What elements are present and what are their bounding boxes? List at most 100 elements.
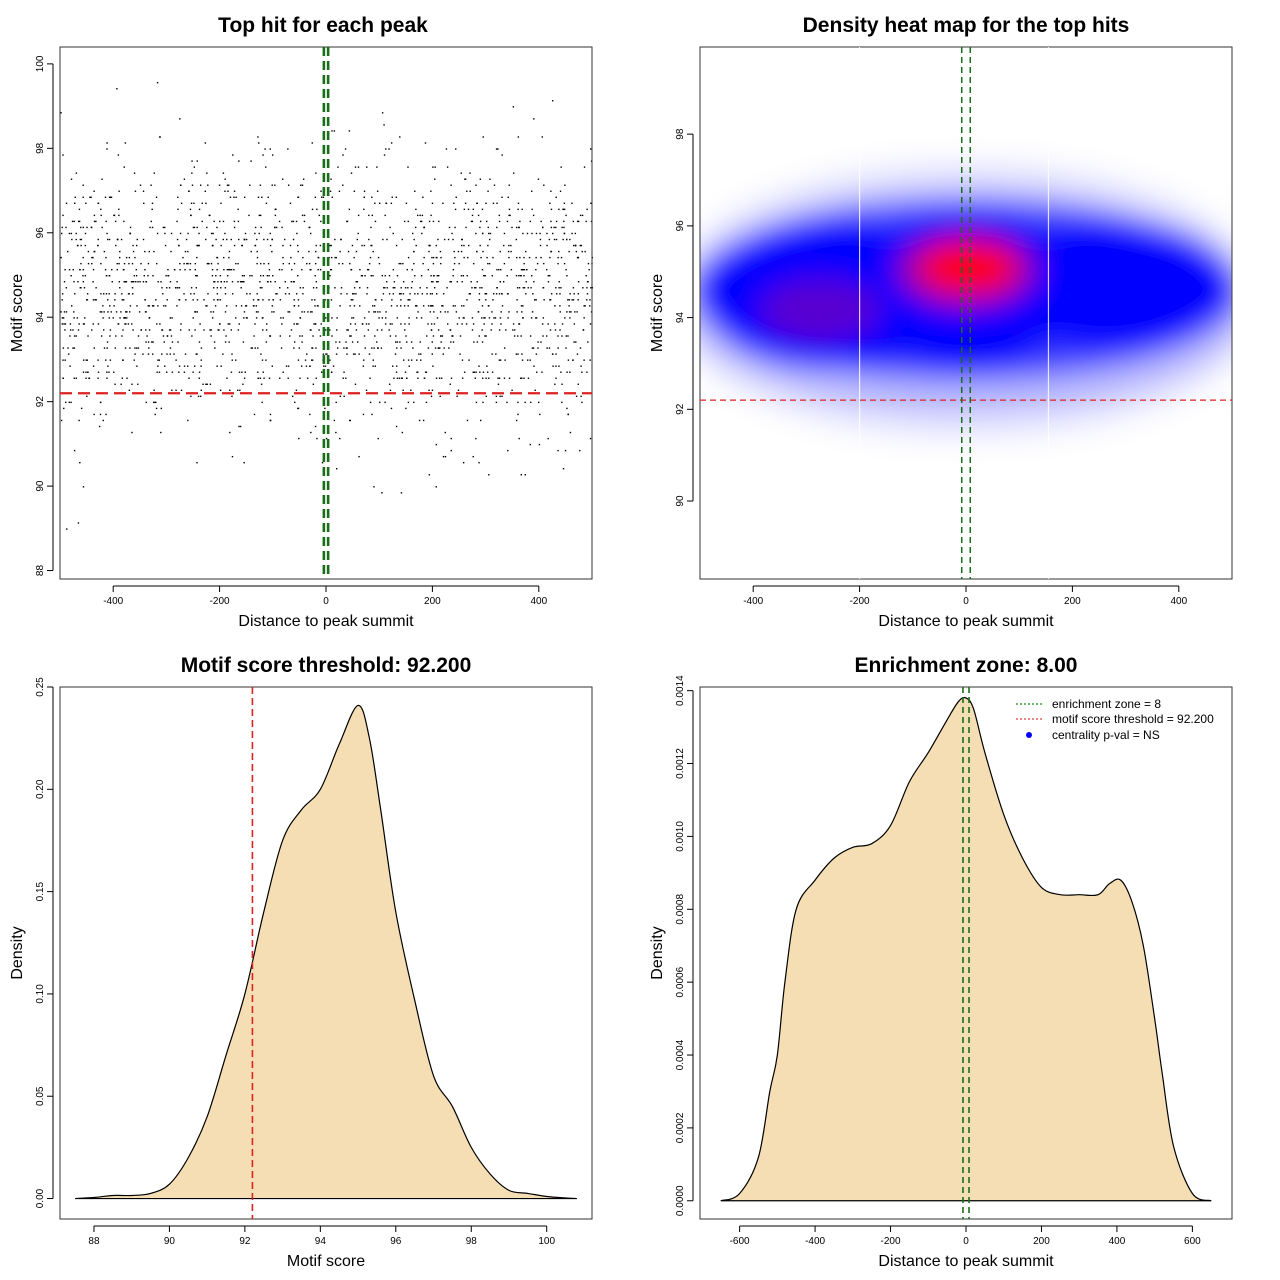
scatter-point [329, 275, 331, 277]
scatter-point [517, 136, 520, 138]
scatter-point [589, 323, 592, 325]
scatter-point [76, 317, 79, 319]
y-tick-label: 0.0010 [675, 821, 686, 852]
scatter-point [414, 305, 417, 307]
scatter-point [116, 238, 119, 241]
scatter-point [282, 262, 285, 265]
scatter-point [411, 268, 413, 271]
scatter-point [455, 148, 457, 150]
scatter-point [262, 329, 264, 331]
scatter-point [131, 323, 133, 325]
scatter-point [403, 220, 406, 223]
scatter-point [333, 419, 336, 422]
scatter-point [233, 220, 236, 223]
scatter-point [70, 275, 72, 277]
scatter-point [407, 299, 410, 301]
scatter-point [572, 220, 575, 223]
scatter-point [261, 317, 264, 319]
scatter-point [404, 329, 406, 331]
scatter-point [585, 275, 587, 277]
scatter-point [410, 341, 413, 343]
y-axis-label: Density [9, 926, 26, 979]
scatter-point [224, 232, 226, 235]
scatter-point [407, 359, 410, 361]
scatter-point [194, 311, 196, 313]
scatter-point [203, 329, 205, 331]
scatter-point [388, 148, 390, 150]
scatter-point [406, 377, 408, 379]
scatter-point [254, 232, 256, 235]
scatter-point [442, 455, 445, 458]
scatter-point [108, 275, 111, 277]
scatter-point [314, 275, 316, 277]
scatter-point [171, 389, 173, 392]
scatter-point [312, 287, 315, 289]
scatter-point [314, 323, 317, 325]
scatter-point [70, 401, 72, 404]
scatter-point [562, 468, 565, 470]
scatter-point [86, 395, 88, 398]
reference-lines [60, 47, 592, 579]
scatter-point [472, 455, 474, 458]
scatter-point [326, 353, 328, 355]
scatter-point [366, 287, 369, 289]
scatter-point [377, 311, 379, 313]
scatter-point [429, 293, 432, 295]
scatter-point [254, 244, 257, 247]
scatter-point [573, 244, 575, 247]
scatter-point [565, 347, 567, 349]
scatter-point [295, 293, 298, 295]
scatter-point [287, 365, 290, 367]
scatter-point [263, 238, 265, 241]
scatter-point [573, 341, 575, 343]
scatter-point [170, 250, 172, 253]
scatter-point [395, 244, 398, 247]
scatter-point [473, 371, 476, 373]
scatter-point [144, 250, 146, 253]
scatter-point [230, 329, 233, 331]
scatter-point [335, 468, 338, 470]
scatter-point [335, 256, 338, 259]
scatter-point [145, 341, 147, 343]
scatter-point [430, 190, 432, 192]
scatter-point [347, 329, 349, 331]
scatter-point [565, 335, 568, 337]
scatter-point [274, 226, 276, 229]
y-tick-label: 0.0000 [675, 1185, 686, 1216]
scatter-point [198, 232, 200, 235]
scatter-point [487, 244, 489, 247]
scatter-point [204, 190, 206, 192]
scatter-point [293, 341, 296, 343]
scatter-point [384, 275, 386, 277]
scatter-point [556, 293, 558, 295]
scatter-point [586, 287, 588, 289]
scatter-point [332, 365, 335, 367]
scatter-point [131, 383, 133, 385]
scatter-point [219, 389, 222, 392]
scatter-point [424, 371, 427, 373]
scatter-point [415, 244, 417, 247]
scatter-point [444, 311, 446, 313]
scatter-point [191, 335, 193, 337]
scatter-point [104, 268, 107, 271]
scatter-point [320, 196, 323, 198]
scatter-point [463, 208, 466, 211]
scatter-point [87, 335, 89, 337]
scatter-point [377, 347, 379, 349]
scatter-point [336, 329, 338, 331]
scatter-point [554, 305, 556, 307]
scatter-point [292, 281, 295, 283]
scatter-point [350, 268, 353, 271]
scatter-point [567, 335, 569, 337]
scatter-point [238, 238, 240, 241]
scatter-point [575, 250, 578, 253]
scatter-point [583, 166, 586, 168]
scatter-point [575, 395, 578, 398]
scatter-point [102, 305, 104, 307]
scatter-point [320, 220, 322, 223]
scatter-point [114, 299, 116, 301]
scatter-point [219, 220, 221, 223]
scatter-point [539, 244, 542, 247]
scatter-point [471, 287, 473, 289]
scatter-point [407, 256, 410, 259]
